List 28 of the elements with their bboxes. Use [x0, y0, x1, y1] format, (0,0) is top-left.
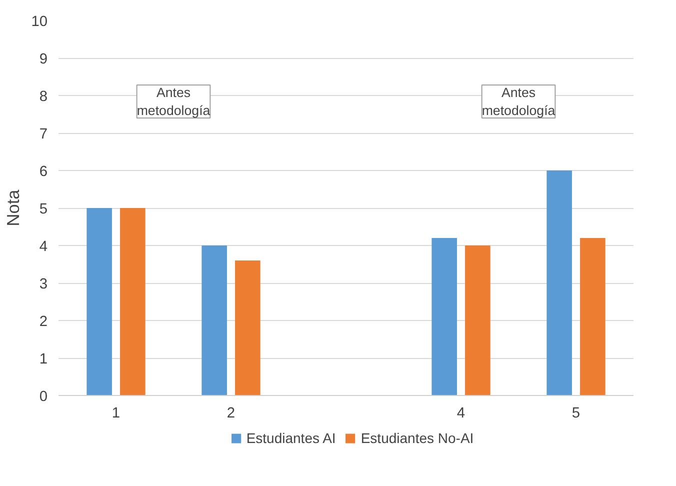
bar	[235, 260, 260, 396]
y-tick-label: 9	[39, 52, 48, 68]
y-tick-label: 0	[39, 389, 48, 405]
bar	[120, 208, 146, 396]
bar	[580, 238, 606, 396]
y-tick-label: 6	[39, 164, 48, 180]
x-tick-label: 1	[112, 406, 120, 422]
y-tick-label: 4	[39, 239, 48, 255]
y-tick-label: 8	[39, 89, 48, 105]
annotation: Antes metodología	[136, 85, 211, 118]
y-axis-title: Nota	[3, 189, 24, 226]
x-tick-label: 4	[456, 406, 466, 422]
bar	[432, 238, 457, 396]
annotation: Antes metodología	[482, 85, 556, 118]
y-tick-label: 3	[39, 276, 48, 292]
x-tick-label: 2	[226, 406, 236, 422]
legend-label: Estudiantes No-AI	[360, 430, 474, 446]
bar	[202, 246, 227, 396]
y-tick-label: 10	[31, 14, 48, 30]
bar	[86, 208, 112, 396]
y-tick-label: 5	[39, 202, 48, 218]
bar	[465, 246, 490, 396]
y-tick-label: 1	[39, 352, 48, 368]
x-tick-label: 5	[572, 406, 580, 422]
y-tick-label: 7	[39, 126, 48, 142]
legend-label: Estudiantes AI	[246, 430, 336, 446]
bar	[546, 170, 572, 396]
y-tick-label: 2	[39, 314, 48, 330]
